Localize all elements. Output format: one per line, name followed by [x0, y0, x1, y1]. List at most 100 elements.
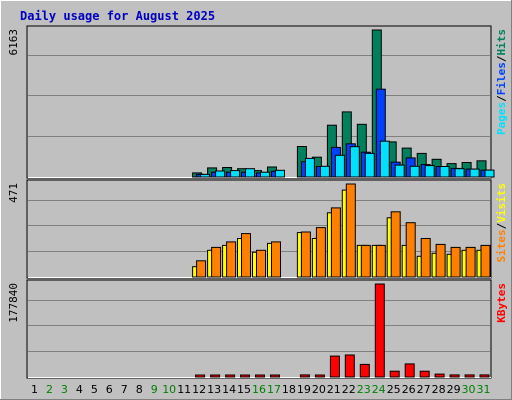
bar-kbytes-day-13 [210, 374, 221, 378]
bar-kbytes-day-12 [195, 374, 206, 378]
x-tick-label-19: 19 [297, 383, 311, 396]
bar-kbytes-day-21 [329, 355, 340, 378]
x-tick-label-6: 6 [106, 383, 113, 396]
bar-pages-day-23 [364, 152, 375, 178]
legend-pages: Pages [495, 102, 508, 135]
x-tick-label-2: 2 [46, 383, 53, 396]
legend-kbytes: KBytes [495, 283, 508, 323]
bar-pages-day-21 [334, 154, 345, 178]
legend-kbytes: KBytes [495, 283, 508, 323]
x-tick-label-18: 18 [282, 383, 296, 396]
bar-kbytes-day-31 [479, 374, 490, 378]
x-tick-label-5: 5 [91, 383, 98, 396]
legend-separator: / [495, 55, 508, 62]
bar-sites-day-30 [465, 246, 476, 278]
x-tick-label-21: 21 [327, 383, 341, 396]
bar-pages-day-17 [275, 169, 285, 178]
bar-sites-day-20 [315, 227, 326, 278]
bar-kbytes-day-30 [464, 374, 475, 378]
x-tick-label-15: 15 [237, 383, 251, 396]
bar-sites-day-26 [405, 222, 416, 278]
bar-kbytes-day-16 [255, 374, 265, 378]
x-tick-label-4: 4 [76, 383, 83, 396]
bar-kbytes-day-25 [389, 370, 400, 378]
panel-kbytes: 177840 KBytes [7, 279, 508, 379]
bar-kbytes-day-29 [449, 374, 460, 378]
bar-sites-day-23 [360, 244, 371, 278]
bar-kbytes-day-23 [359, 363, 370, 378]
x-tick-label-8: 8 [136, 383, 143, 396]
bar-sites-day-17 [271, 241, 281, 278]
bar-pages-day-28 [439, 166, 450, 178]
legend-files: Files [495, 62, 508, 95]
x-tick-label-23: 23 [357, 383, 371, 396]
x-tick-label-26: 26 [402, 383, 416, 396]
bar-pages-day-29 [454, 168, 465, 178]
bar-pages-day-30 [469, 168, 480, 178]
x-tick-label-13: 13 [207, 383, 221, 396]
bar-sites-day-31 [480, 244, 491, 278]
x-tick-label-24: 24 [372, 383, 386, 396]
bar-sites-day-24 [375, 244, 386, 278]
bar-kbytes-day-24 [374, 283, 385, 378]
bar-kbytes-day-22 [344, 354, 355, 378]
bar-pages-day-25 [394, 164, 405, 178]
bar-sites-day-14 [226, 241, 237, 278]
legend-visits: Visits [495, 183, 508, 223]
panel-visits-sites: 471 Sites/Visits [7, 179, 508, 279]
x-tick-label-10: 10 [162, 383, 176, 396]
bar-pages-day-12 [200, 173, 211, 178]
bar-kbytes-day-17 [270, 374, 280, 378]
bar-sites-day-12 [196, 260, 207, 278]
chart-title: Daily usage for August 2025 [20, 9, 215, 23]
x-axis-labels: 1 2 3 4 5 6 7 8 9 10 11 12 13 14 15 16 17 18 19 20 21 22 23 24 2… [31, 383, 491, 396]
bar-kbytes-day-26 [404, 363, 415, 378]
x-tick-label-22: 22 [342, 383, 356, 396]
legend-hits: Hits [495, 29, 508, 56]
bar-sites-day-15 [241, 233, 251, 278]
bar-kbytes-day-19 [299, 374, 310, 378]
x-tick-label-29: 29 [447, 383, 461, 396]
x-tick-label-31: 31 [477, 383, 491, 396]
bar-pages-day-13 [215, 170, 226, 178]
y-max-label: 6163 [7, 29, 20, 56]
bar-pages-day-22 [349, 146, 360, 178]
bar-sites-day-28 [435, 243, 446, 278]
bar-pages-day-27 [424, 165, 435, 178]
y-max-label: 471 [7, 183, 20, 203]
bar-sites-day-16 [256, 249, 266, 278]
panel-frame [26, 279, 492, 379]
x-tick-label-17: 17 [267, 383, 281, 396]
bar-kbytes-day-15 [240, 374, 250, 378]
legend-separator: / [495, 222, 508, 229]
legend-sites: Sites [495, 229, 508, 262]
x-tick-label-28: 28 [432, 383, 446, 396]
x-tick-label-11: 11 [177, 383, 191, 396]
bar-pages-day-20 [319, 165, 330, 178]
y-max-label: 177840 [7, 283, 20, 323]
bar-sites-day-27 [420, 238, 431, 278]
x-tick-label-7: 7 [121, 383, 128, 396]
bar-pages-day-26 [409, 165, 420, 178]
x-tick-label-20: 20 [312, 383, 326, 396]
x-tick-label-14: 14 [222, 383, 236, 396]
bar-sites-day-29 [450, 246, 461, 278]
bar-pages-day-15 [245, 168, 255, 178]
bar-pages-day-31 [484, 169, 495, 178]
bar-kbytes-day-27 [419, 370, 430, 378]
legend-visits-sites: Sites/Visits [495, 183, 508, 263]
bar-sites-day-13 [211, 246, 222, 278]
bar-kbytes-day-14 [225, 374, 236, 378]
x-tick-label-16: 16 [252, 383, 266, 396]
bar-sites-day-19 [300, 231, 311, 278]
x-tick-label-30: 30 [462, 383, 476, 396]
x-tick-label-27: 27 [417, 383, 431, 396]
x-tick-label-12: 12 [192, 383, 206, 396]
x-tick-label-3: 3 [61, 383, 68, 396]
chart-panels: 6163Pages/Files/Hits471Sites/Visits17784… [7, 25, 508, 379]
bar-pages-day-14 [230, 170, 241, 178]
x-tick-label-1: 1 [31, 383, 38, 396]
x-tick-label-25: 25 [387, 383, 401, 396]
